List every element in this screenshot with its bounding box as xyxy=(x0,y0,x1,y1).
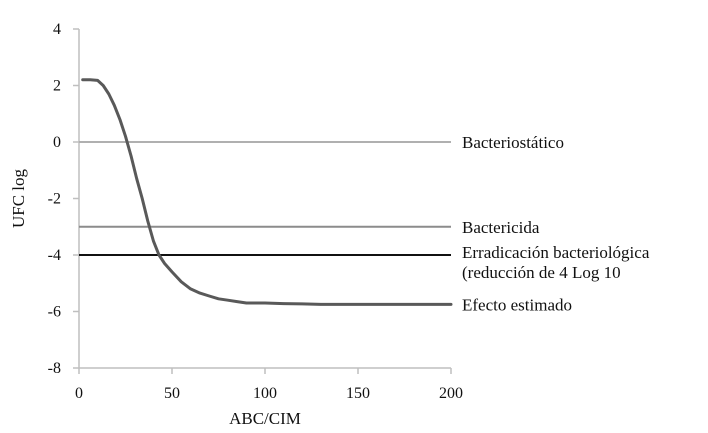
y-tick-label: -6 xyxy=(48,304,61,321)
y-tick-label: -4 xyxy=(48,247,61,264)
x-tick-label: 100 xyxy=(253,385,277,402)
x-axis-title: ABC/CIM xyxy=(229,409,301,428)
y-tick-label: -2 xyxy=(48,191,61,208)
reference-line-label: Bacteriostático xyxy=(462,133,564,152)
x-tick-label: 0 xyxy=(75,385,83,402)
x-tick-label: 200 xyxy=(439,385,463,402)
reference-line-label-part: (reducción de 4 Log 10 xyxy=(462,263,621,282)
y-axis-title: UFC log xyxy=(9,168,28,228)
reference-line-label: Erradicación bacteriológica (reducción de… xyxy=(462,243,650,282)
y-tick-label: 4 xyxy=(53,21,61,38)
y-tick-label: -8 xyxy=(48,360,61,377)
series-label: Efecto estimado xyxy=(462,295,572,314)
y-tick-labels: 4 2 0 -2 -4 -6 -8 xyxy=(48,21,79,377)
x-tick-labels: 0 50 100 150 200 xyxy=(75,368,463,402)
y-tick-label: 0 xyxy=(53,134,61,151)
series-line xyxy=(81,78,453,306)
reference-line-label: Bactericida xyxy=(462,218,540,237)
x-tick-label: 150 xyxy=(346,385,370,402)
axes xyxy=(78,29,451,369)
reference-line-label-part: Erradicación bacteriológica xyxy=(462,243,650,262)
line-labels: Bacteriostático Bactericida Erradicación b… xyxy=(462,133,650,314)
series-group xyxy=(81,78,453,306)
y-tick-label: 2 xyxy=(53,78,61,95)
x-tick-label: 50 xyxy=(164,385,180,402)
reference-lines xyxy=(79,141,451,256)
